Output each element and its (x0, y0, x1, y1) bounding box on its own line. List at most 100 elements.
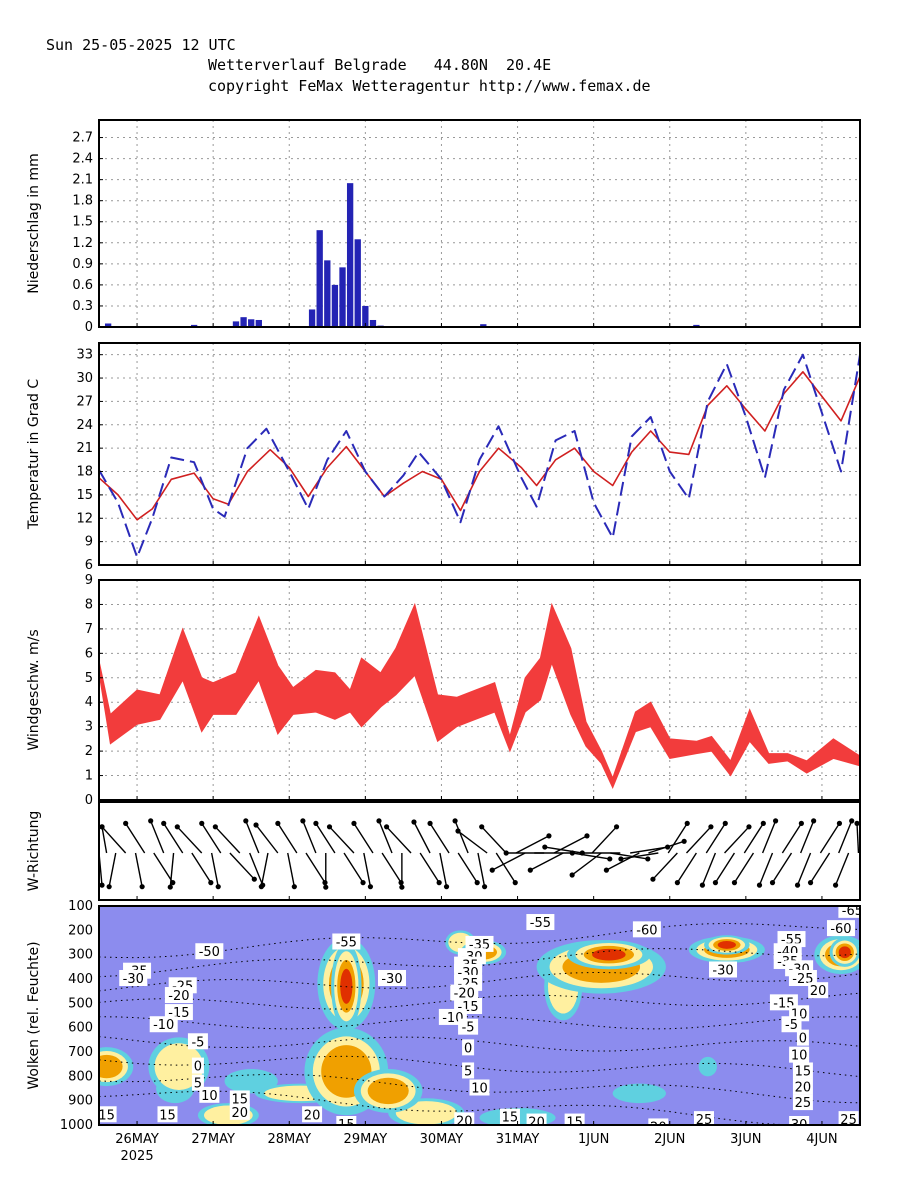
wind-direction-arrow (300, 818, 317, 854)
wind-direction-arrow (743, 820, 766, 854)
svg-text:-5: -5 (785, 1018, 798, 1033)
wind-direction-arrow (323, 853, 329, 890)
precip-ytick: 1.8 (72, 194, 93, 209)
temp-ytick: 18 (76, 465, 93, 480)
x-year-label: 2025 (121, 1149, 154, 1164)
wind-ytick: 9 (85, 573, 93, 588)
contour-label: -60 (632, 921, 661, 938)
contour-label: 30 (789, 1116, 810, 1125)
cloud-cell (612, 1083, 666, 1104)
precip-ytick: 0.6 (72, 278, 93, 293)
temp-ytick: 27 (76, 394, 93, 409)
svg-text:20: 20 (650, 1120, 667, 1135)
precip-bar (362, 305, 369, 327)
svg-text:20: 20 (795, 1080, 812, 1095)
precip-bar (248, 319, 255, 327)
wind-direction-arrow (229, 852, 257, 882)
wind-panel (98, 579, 861, 801)
wind-ytick: 6 (85, 646, 93, 661)
svg-text:-20: -20 (168, 989, 189, 1004)
wind-direction-arrow (457, 852, 480, 886)
contour-label: 15 (157, 1106, 178, 1123)
contour-label: 10 (469, 1079, 490, 1097)
precip-ytick: 0.3 (72, 299, 93, 314)
wind-direction-arrow (503, 850, 545, 856)
svg-text:-10: -10 (153, 1018, 174, 1033)
cloud-cell (99, 1054, 123, 1079)
wind-direction-arrow (569, 852, 602, 878)
svg-text:5: 5 (464, 1064, 472, 1079)
wind-direction-arrow (419, 852, 442, 886)
cloud-cell (698, 1056, 717, 1077)
wind-ytick: 4 (85, 695, 93, 710)
wind-direction-arrow (427, 820, 450, 854)
contour-label: 25 (792, 1094, 813, 1111)
contour-label: 15 (792, 1062, 813, 1079)
isotherm-contour (99, 992, 860, 1010)
precip-ytick: 1.5 (72, 215, 93, 230)
svg-text:20: 20 (810, 984, 827, 999)
contour-label: 10 (199, 1086, 220, 1104)
isotherm-contour (99, 1055, 860, 1078)
wind-direction-arrow (148, 818, 165, 854)
wind-direction-arrow (287, 852, 297, 890)
svg-text:0: 0 (464, 1041, 472, 1056)
wind-direction-arrow (674, 852, 697, 886)
wind-direction-arrow (383, 824, 412, 854)
cloud-ylabel: Wolken (rel. Feuchte) (26, 941, 42, 1089)
precip-bar (232, 321, 240, 327)
temp-ytick: 12 (76, 511, 93, 526)
wind-direction-arrow (854, 820, 860, 854)
wind-direction-arrow (134, 852, 145, 890)
x-tick-label: 2JUN (654, 1132, 685, 1147)
wind-ytick: 1 (85, 769, 93, 784)
x-tick-label: 29MAY (344, 1132, 388, 1147)
wind-direction-arrow (572, 852, 613, 862)
contour-label: 5 (191, 1074, 204, 1092)
contour-label: 20 (526, 1113, 547, 1131)
wind-direction-arrow (807, 852, 831, 886)
wind-direction-arrow (553, 833, 590, 854)
svg-text:-60: -60 (830, 922, 851, 937)
wind-direction-arrow (489, 852, 526, 873)
svg-text:-65: -65 (842, 904, 863, 919)
contour-label: -65 (838, 904, 863, 919)
x-tick-label: 31MAY (496, 1132, 540, 1147)
svg-text:15: 15 (338, 1118, 355, 1133)
svg-text:-55: -55 (530, 916, 551, 931)
svg-text:20: 20 (232, 1106, 249, 1121)
precip-bar (339, 267, 346, 327)
wind-direction-arrow (618, 852, 659, 862)
contour-label: 15 (336, 1116, 357, 1133)
wind-direction-arrow (819, 820, 843, 854)
svg-text:-50: -50 (199, 945, 220, 960)
contour-label: 20 (454, 1112, 475, 1125)
header-date: Sun 25-05-2025 12 UTC (46, 36, 236, 54)
svg-text:-20: -20 (454, 987, 475, 1002)
contour-label: -10 (149, 1016, 178, 1033)
contour-label: -55 (332, 933, 361, 951)
svg-text:20: 20 (528, 1116, 545, 1131)
svg-text:0: 0 (799, 1032, 807, 1047)
temp-series-dashed (98, 353, 861, 559)
contour-label: -30 (709, 961, 738, 978)
svg-text:15: 15 (98, 1108, 115, 1123)
wind-direction-arrow (99, 824, 127, 854)
header-location: Wetterverlauf Belgrade 44.80N 20.4E (208, 56, 552, 74)
wind-direction-arrow (699, 852, 717, 888)
wind-direction-arrow (351, 820, 374, 854)
contour-label: -60 (826, 920, 855, 937)
x-tick-label: 1JUN (578, 1132, 609, 1147)
wind-direction-arrow (705, 820, 728, 854)
svg-text:-55: -55 (336, 936, 357, 951)
precip-bar (308, 309, 316, 327)
cloud-panel (98, 905, 861, 1126)
svg-text:15: 15 (159, 1108, 176, 1123)
wind-direction-arrow (452, 818, 469, 854)
header-copyright: copyright FeMax Wetteragentur http://www… (208, 77, 651, 95)
contour-label: 0 (462, 1039, 475, 1056)
temp-ytick: 30 (76, 371, 93, 386)
wind-direction-arrow (455, 828, 488, 854)
wind-direction-ylabel: W-Richtung (26, 811, 42, 892)
